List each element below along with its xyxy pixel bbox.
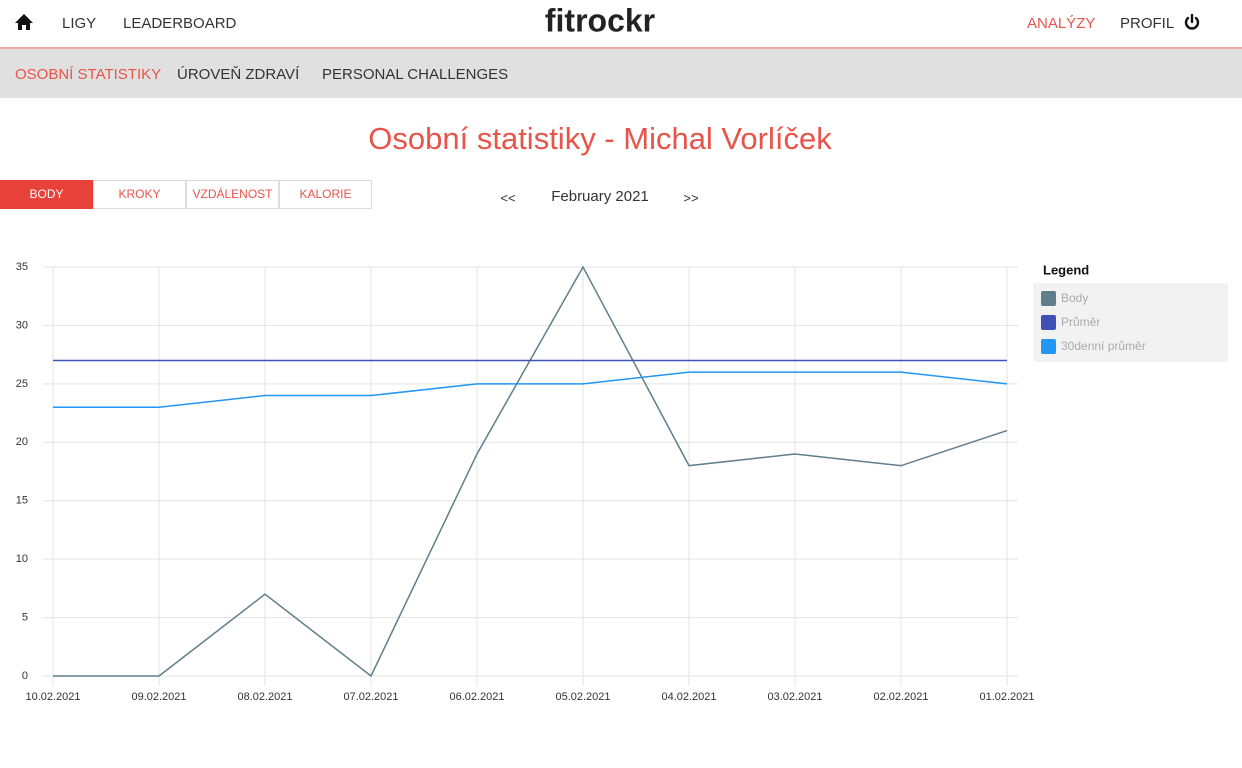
y-tick-label: 15 (16, 495, 28, 507)
y-tick-label: 30 (16, 319, 28, 331)
legend-label: Body (1061, 291, 1088, 305)
x-tick-label: 03.02.2021 (767, 691, 822, 703)
y-tick-label: 10 (16, 553, 28, 565)
sub-nav-link[interactable]: OSOBNÍ STATISTIKY (15, 66, 161, 83)
legend-title: Legend (1043, 262, 1089, 277)
legend-label: 30denní průměr (1061, 339, 1146, 353)
sub-nav-link[interactable]: PERSONAL CHALLENGES (322, 66, 508, 83)
legend-box (1033, 283, 1228, 362)
x-tick-label: 01.02.2021 (979, 691, 1034, 703)
x-tick-label: 04.02.2021 (661, 691, 716, 703)
x-tick-label: 06.02.2021 (449, 691, 504, 703)
tab-label[interactable]: KALORIE (299, 187, 351, 201)
tab[interactable] (93, 180, 186, 209)
x-tick-label: 02.02.2021 (873, 691, 928, 703)
tab[interactable] (186, 180, 279, 209)
tab[interactable] (279, 180, 372, 209)
next-month[interactable]: >> (683, 190, 698, 205)
series-line (53, 371, 1008, 408)
series-line (53, 265, 1008, 678)
nav-link[interactable]: PROFIL (1120, 15, 1174, 32)
x-tick-label: 09.02.2021 (131, 691, 186, 703)
tab[interactable] (0, 180, 93, 209)
tab-label[interactable]: VZDÁLENOST (192, 186, 273, 201)
x-tick-label: 08.02.2021 (237, 691, 292, 703)
y-tick-label: 35 (16, 261, 28, 273)
tab-label[interactable]: BODY (29, 187, 63, 201)
tab-label[interactable]: KROKY (118, 187, 160, 201)
nav-link[interactable]: LEADERBOARD (123, 15, 237, 32)
sub-bar (0, 49, 1242, 98)
month-label: February 2021 (551, 188, 649, 205)
nav-link[interactable]: LIGY (62, 15, 96, 32)
power-icon[interactable] (1184, 13, 1200, 30)
page-heading: Osobní statistiky - Michal Vorlíček (368, 121, 832, 156)
legend-swatch (1041, 339, 1056, 354)
y-tick-label: 0 (22, 670, 28, 682)
prev-month[interactable]: << (500, 190, 515, 205)
x-tick-label: 05.02.2021 (555, 691, 610, 703)
legend-swatch (1041, 291, 1056, 306)
sub-nav-link[interactable]: ÚROVEŇ ZDRAVÍ (177, 66, 300, 83)
x-tick-label: 10.02.2021 (25, 691, 80, 703)
y-tick-label: 25 (16, 378, 28, 390)
y-tick-label: 5 (22, 611, 28, 623)
home-icon[interactable] (15, 14, 33, 30)
legend-label: Průměr (1061, 315, 1100, 329)
logo: fitrockr (545, 2, 655, 38)
top-bar (0, 0, 1242, 48)
nav-link[interactable]: ANALÝZY (1027, 15, 1095, 32)
y-tick-label: 20 (16, 436, 28, 448)
legend-swatch (1041, 315, 1056, 330)
x-tick-label: 07.02.2021 (343, 691, 398, 703)
